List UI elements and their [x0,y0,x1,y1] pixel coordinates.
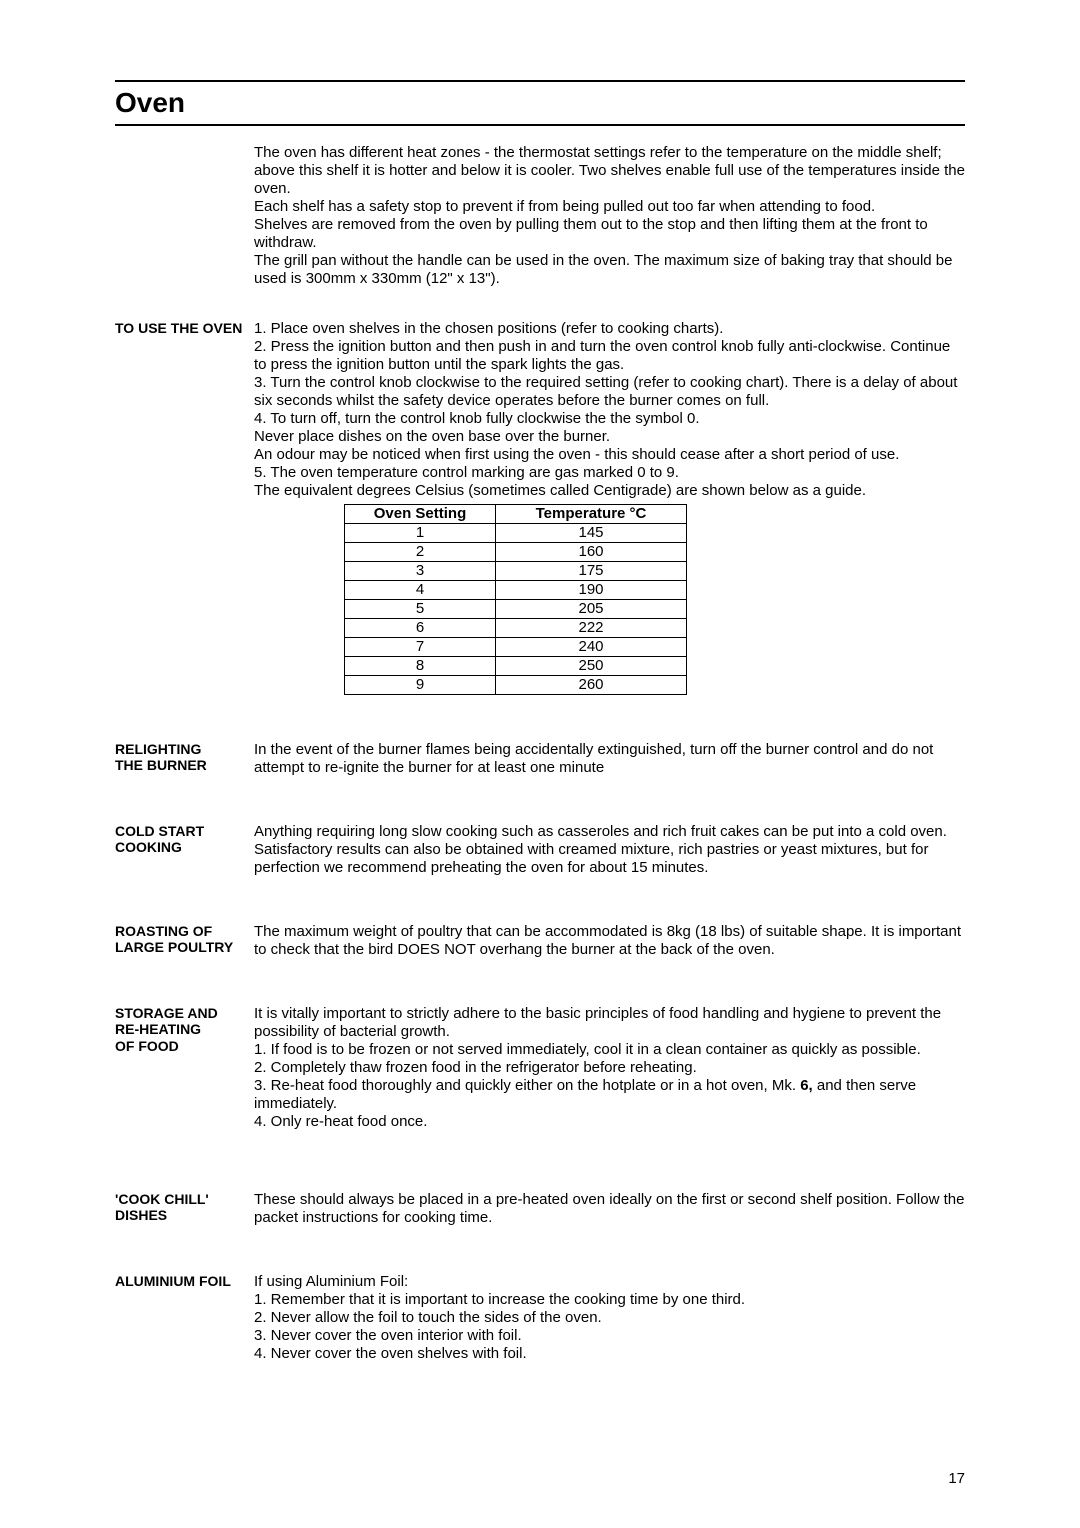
page-number: 17 [948,1470,965,1488]
label-cook-chill: 'COOK CHILL' DISHES [115,1191,254,1227]
cell-setting: 4 [345,580,496,599]
cell-temp: 250 [496,656,687,675]
side-label-empty [115,144,254,288]
table-row: 4 190 [345,580,687,599]
temperature-table: Oven Setting Temperature °C 1 145 2 160 … [344,504,687,695]
table-row: 3 175 [345,561,687,580]
cell-temp: 190 [496,580,687,599]
cell-setting: 6 [345,618,496,637]
cell-setting: 3 [345,561,496,580]
use-oven-s3: 3. Turn the control knob clockwise to th… [254,374,965,410]
table-row: 9 260 [345,675,687,694]
label-relighting: RELIGHTING THE BURNER [115,741,254,777]
table-row: 6 222 [345,618,687,637]
foil-p5: 4. Never cover the oven shelves with foi… [254,1345,965,1363]
use-oven-s4: 4. To turn off, turn the control knob fu… [254,410,965,428]
cell-temp: 240 [496,637,687,656]
intro-p2: Each shelf has a safety stop to prevent … [254,198,965,216]
label-line: ROASTING OF [115,923,250,940]
label-cold-start: COLD START COOKING [115,823,254,877]
table-row: 8 250 [345,656,687,675]
storage-p2: 1. If food is to be frozen or not served… [254,1041,965,1059]
use-oven-s6: An odour may be noticed when first using… [254,446,965,464]
table-header-row: Oven Setting Temperature °C [345,504,687,523]
th-temp: Temperature °C [496,504,687,523]
intro-p1: The oven has different heat zones - the … [254,144,965,198]
relighting-text: In the event of the burner flames being … [254,741,965,777]
label-line: STORAGE AND [115,1005,250,1022]
label-line: 'COOK CHILL' [115,1191,250,1208]
cell-setting: 8 [345,656,496,675]
intro-body: The oven has different heat zones - the … [254,144,965,288]
label-roasting: ROASTING OF LARGE POULTRY [115,923,254,959]
label-foil: ALUMINIUM FOIL [115,1273,254,1363]
foil-body: If using Aluminium Foil: 1. Remember tha… [254,1273,965,1363]
cell-setting: 7 [345,637,496,656]
section-intro: The oven has different heat zones - the … [115,144,965,288]
cell-temp: 175 [496,561,687,580]
cell-setting: 2 [345,542,496,561]
label-line: RELIGHTING [115,741,250,758]
cell-temp: 260 [496,675,687,694]
relighting-body: In the event of the burner flames being … [254,741,965,777]
table-row: 7 240 [345,637,687,656]
foil-p3: 2. Never allow the foil to touch the sid… [254,1309,965,1327]
storage-p3: 2. Completely thaw frozen food in the re… [254,1059,965,1077]
roasting-body: The maximum weight of poultry that can b… [254,923,965,959]
foil-p2: 1. Remember that it is important to incr… [254,1291,965,1309]
use-oven-s8: The equivalent degrees Celsius (sometime… [254,482,965,500]
label-line: RE-HEATING [115,1021,250,1038]
label-storage: STORAGE AND RE-HEATING OF FOOD [115,1005,254,1131]
label-line: COLD START [115,823,250,840]
section-use-oven: TO USE THE OVEN 1. Place oven shelves in… [115,320,965,695]
cook-chill-body: These should always be placed in a pre-h… [254,1191,965,1227]
label-line: THE BURNER [115,757,250,774]
rule-under-title [115,124,965,126]
label-line: OF FOOD [115,1038,250,1055]
label-line: DISHES [115,1207,250,1224]
cold-start-text: Anything requiring long slow cooking suc… [254,823,965,877]
foil-p1: If using Aluminium Foil: [254,1273,965,1291]
table-row: 1 145 [345,523,687,542]
intro-p3: Shelves are removed from the oven by pul… [254,216,965,252]
use-oven-body: 1. Place oven shelves in the chosen posi… [254,320,965,695]
storage-p5: 4. Only re-heat food once. [254,1113,965,1131]
foil-p4: 3. Never cover the oven interior with fo… [254,1327,965,1345]
cell-temp: 222 [496,618,687,637]
label-line: LARGE POULTRY [115,939,250,956]
cell-temp: 205 [496,599,687,618]
th-setting: Oven Setting [345,504,496,523]
cell-setting: 9 [345,675,496,694]
use-oven-s1: 1. Place oven shelves in the chosen posi… [254,320,965,338]
storage-p4b: 6, [800,1077,813,1094]
section-cook-chill: 'COOK CHILL' DISHES These should always … [115,1191,965,1227]
section-roasting: ROASTING OF LARGE POULTRY The maximum we… [115,923,965,959]
section-foil: ALUMINIUM FOIL If using Aluminium Foil: … [115,1273,965,1363]
cell-temp: 145 [496,523,687,542]
table-row: 5 205 [345,599,687,618]
cook-chill-text: These should always be placed in a pre-h… [254,1191,965,1227]
page-title: Oven [115,86,965,120]
label-use-oven: TO USE THE OVEN [115,320,254,695]
cell-setting: 1 [345,523,496,542]
rule-top [115,80,965,82]
use-oven-s2: 2. Press the ignition button and then pu… [254,338,965,374]
storage-p1: It is vitally important to strictly adhe… [254,1005,965,1041]
cell-temp: 160 [496,542,687,561]
storage-p4a: 3. Re-heat food thoroughly and quickly e… [254,1077,800,1094]
storage-body: It is vitally important to strictly adhe… [254,1005,965,1131]
section-relighting: RELIGHTING THE BURNER In the event of th… [115,741,965,777]
table-row: 2 160 [345,542,687,561]
roasting-text: The maximum weight of poultry that can b… [254,923,965,959]
use-oven-s7: 5. The oven temperature control marking … [254,464,965,482]
intro-p4: The grill pan without the handle can be … [254,252,965,288]
cold-start-body: Anything requiring long slow cooking suc… [254,823,965,877]
storage-p4: 3. Re-heat food thoroughly and quickly e… [254,1077,965,1113]
use-oven-s5: Never place dishes on the oven base over… [254,428,965,446]
section-storage: STORAGE AND RE-HEATING OF FOOD It is vit… [115,1005,965,1131]
cell-setting: 5 [345,599,496,618]
section-cold-start: COLD START COOKING Anything requiring lo… [115,823,965,877]
label-line: COOKING [115,839,250,856]
page-container: Oven The oven has different heat zones -… [0,0,1080,1528]
